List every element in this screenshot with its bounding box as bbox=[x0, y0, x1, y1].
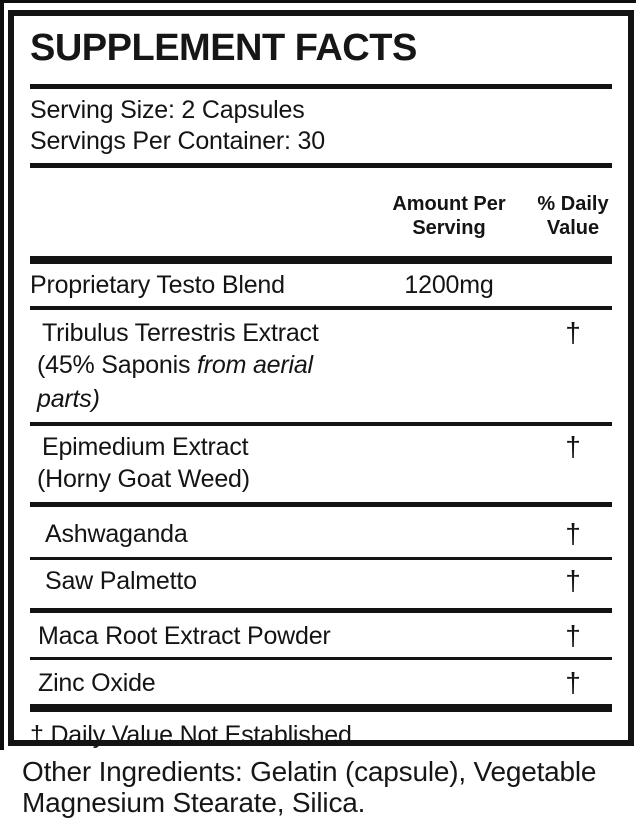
ingredient-name: Epimedium Extract bbox=[42, 433, 249, 461]
column-header-daily-value: % Daily Value bbox=[534, 192, 612, 240]
column-header-amount-label: Amount Per Serving bbox=[392, 193, 506, 239]
ingredient-subline: (Horny Goat Weed) bbox=[30, 462, 364, 496]
column-header-row: Amount Per Serving % Daily Value bbox=[30, 168, 612, 256]
ingredient-row-epimedium: Epimedium Extract (Horny Goat Weed) † bbox=[30, 426, 612, 502]
ingredient-name-wrap: Epimedium Extract (Horny Goat Weed) bbox=[30, 432, 364, 496]
serving-info: Serving Size: 2 Capsules Servings Per Co… bbox=[30, 89, 612, 163]
daily-value-footnote: † Daily Value Not Established bbox=[30, 721, 352, 749]
ingredient-name-wrap: Tribulus Terrestris Extract (45% Saponis… bbox=[30, 318, 364, 416]
divider-thick bbox=[30, 256, 612, 264]
ingredient-subline: (45% Saponis from aerial parts) bbox=[30, 348, 364, 416]
ingredient-daily-value: † bbox=[565, 667, 581, 698]
divider bbox=[30, 306, 612, 310]
divider-thick bbox=[30, 704, 612, 712]
panel-title: SUPPLEMENT FACTS bbox=[30, 27, 417, 69]
other-ingredients-text: Other Ingredients: Gelatin (capsule), Ve… bbox=[22, 756, 597, 818]
ingredient-name: Saw Palmetto bbox=[45, 567, 197, 595]
ingredient-name: Proprietary Testo Blend bbox=[30, 271, 285, 299]
divider bbox=[30, 502, 612, 507]
ingredient-daily-value: † bbox=[565, 565, 581, 596]
ingredient-row-proprietary-testo-blend: Proprietary Testo Blend 1200mg bbox=[30, 264, 612, 306]
ingredient-daily-value: † bbox=[565, 518, 581, 549]
ingredient-name: Tribulus Terrestris Extract bbox=[42, 319, 319, 347]
column-header-spacer bbox=[30, 192, 364, 240]
serving-size: Serving Size: 2 Capsules bbox=[30, 96, 305, 124]
ingredient-amount: 1200mg bbox=[404, 271, 494, 299]
divider bbox=[30, 557, 612, 560]
subline-regular: (Horny Goat Weed) bbox=[37, 465, 250, 493]
ingredient-daily-value: † bbox=[565, 431, 581, 462]
ingredient-daily-value: † bbox=[565, 620, 581, 651]
ingredient-name-wrap: Saw Palmetto bbox=[30, 566, 364, 596]
ingredient-daily-value: † bbox=[565, 317, 581, 348]
divider bbox=[30, 163, 612, 168]
ingredient-name-wrap: Ashwaganda bbox=[30, 519, 364, 549]
column-header-daily-value-label: % Daily Value bbox=[537, 193, 609, 239]
ingredient-row-saw-palmetto: Saw Palmetto † bbox=[30, 560, 612, 608]
subline-italic: from aerial parts) bbox=[37, 351, 313, 413]
ingredient-row-maca-root: Maca Root Extract Powder † bbox=[30, 613, 612, 657]
column-header-amount: Amount Per Serving bbox=[364, 192, 534, 240]
top-edge-artifact bbox=[0, 0, 636, 3]
ingredient-name-wrap: Zinc Oxide bbox=[30, 668, 364, 698]
supplement-facts-panel: SUPPLEMENT FACTS Serving Size: 2 Capsule… bbox=[8, 10, 634, 749]
ingredient-name-wrap: Maca Root Extract Powder bbox=[30, 621, 364, 651]
ingredient-name: Ashwaganda bbox=[45, 520, 188, 548]
ingredient-row-tribulus-terrestris: Tribulus Terrestris Extract (45% Saponis… bbox=[30, 310, 612, 422]
ingredient-name: Maca Root Extract Powder bbox=[38, 622, 331, 650]
ingredient-row-ashwaganda: Ashwaganda † bbox=[30, 507, 612, 557]
ingredient-name: Zinc Oxide bbox=[38, 669, 156, 697]
divider bbox=[30, 657, 612, 660]
left-edge-artifact bbox=[0, 0, 4, 750]
subline-regular: (45% Saponis bbox=[37, 351, 197, 379]
ingredient-row-zinc-oxide: Zinc Oxide † bbox=[30, 660, 612, 704]
divider bbox=[30, 608, 612, 613]
divider bbox=[30, 422, 612, 426]
divider bbox=[30, 84, 612, 89]
servings-per-container: Servings Per Container: 30 bbox=[30, 127, 325, 155]
ingredient-name-wrap: Proprietary Testo Blend bbox=[30, 270, 364, 300]
